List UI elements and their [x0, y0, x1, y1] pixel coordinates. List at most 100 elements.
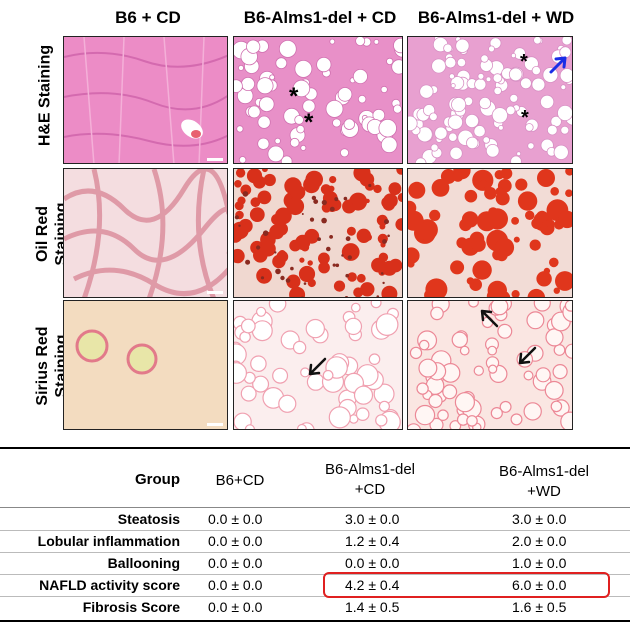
tissue-texture	[251, 320, 273, 342]
tissue-texture	[289, 137, 300, 148]
tissue-texture	[380, 136, 398, 154]
tissue-texture	[510, 413, 523, 426]
tissue-texture	[246, 169, 263, 184]
table-header-rule	[0, 507, 630, 508]
black-arrow-icon	[518, 346, 537, 365]
tissue-texture	[382, 239, 387, 244]
tissue-texture	[344, 317, 363, 336]
tissue-texture	[550, 400, 563, 413]
tissue-texture	[368, 183, 372, 188]
table-cell: 0.0 ± 0.0	[208, 511, 263, 527]
tissue-texture	[443, 43, 453, 53]
tissue-texture	[533, 37, 542, 45]
tissue-texture	[250, 355, 267, 372]
tissue-texture	[478, 96, 492, 110]
tissue-texture	[527, 288, 546, 297]
tissue-texture	[343, 196, 348, 201]
tissue-texture	[536, 271, 552, 287]
tissue-texture	[241, 77, 255, 92]
he-b6-image	[64, 37, 227, 163]
tissue-texture	[510, 52, 517, 59]
tissue-texture	[452, 171, 464, 182]
tissue-texture	[428, 393, 443, 409]
tissue-texture	[337, 87, 353, 102]
tissue-texture	[345, 273, 349, 278]
tissue-texture	[267, 145, 285, 163]
tissue-texture	[355, 407, 370, 421]
nafld-score-highlight	[323, 572, 610, 598]
column-header-b6-cd: B6 + CD	[115, 8, 181, 27]
table-header-alms1-cd: B6-Alms1-del +CD	[300, 460, 440, 500]
oilred-alms1-wd-image	[408, 169, 572, 297]
tissue-texture	[391, 59, 402, 75]
tissue-texture	[349, 192, 368, 211]
tissue-texture	[373, 184, 382, 194]
tissue-texture	[275, 268, 281, 275]
tissue-texture	[289, 239, 301, 252]
tissue-texture	[234, 248, 245, 264]
tissue-texture	[263, 173, 276, 187]
panel-oilred-alms1-wd	[407, 168, 573, 298]
tissue-texture	[300, 296, 304, 297]
tissue-texture	[490, 301, 509, 316]
row-label-he: H&E Staining	[36, 31, 55, 161]
tissue-texture	[368, 353, 381, 365]
tissue-texture	[537, 169, 555, 187]
tissue-texture	[559, 68, 572, 83]
tissue-texture	[252, 375, 270, 393]
tissue-texture	[262, 169, 268, 173]
tissue-texture	[468, 301, 479, 308]
tissue-texture	[380, 272, 384, 275]
tissue-texture	[317, 237, 321, 241]
table-row-label: NAFLD activity score	[39, 577, 180, 593]
tissue-texture	[274, 137, 281, 145]
table-header-alms1-wd-line2: +WD	[527, 483, 561, 500]
table-cell: 0.0 ± 0.0	[208, 533, 263, 549]
tissue-texture	[490, 406, 503, 420]
tissue-texture	[430, 143, 439, 152]
tissue-texture	[347, 255, 352, 260]
tissue-texture	[357, 95, 367, 104]
tissue-texture	[535, 367, 551, 383]
tissue-texture	[373, 39, 380, 45]
tissue-texture	[542, 67, 559, 83]
asterisk-marker: *	[520, 51, 528, 73]
tissue-texture	[247, 105, 261, 119]
tissue-texture	[533, 301, 551, 312]
table-cell: 6.0 ± 0.0	[512, 577, 567, 593]
panel-sirius-b6-cd	[63, 300, 228, 430]
tissue-texture	[495, 249, 508, 262]
tissue-texture	[238, 64, 244, 71]
tissue-texture	[531, 65, 541, 76]
tissue-texture	[553, 287, 560, 294]
tissue-texture	[550, 187, 559, 196]
tissue-texture	[268, 301, 287, 313]
tissue-texture	[444, 56, 457, 69]
tissue-texture	[477, 72, 485, 80]
tissue-texture	[451, 97, 467, 113]
tissue-texture	[540, 94, 555, 110]
tissue-texture	[459, 345, 470, 356]
tissue-texture	[313, 199, 319, 204]
tissue-texture	[381, 285, 398, 297]
table-cell: 0.0 ± 0.0	[208, 577, 263, 593]
tissue-texture	[302, 99, 316, 113]
tissue-texture	[560, 411, 572, 429]
tissue-texture	[234, 221, 249, 240]
tissue-texture	[387, 234, 390, 238]
tissue-texture	[378, 118, 397, 138]
tissue-texture	[384, 219, 389, 225]
tissue-texture	[334, 197, 339, 202]
tissue-texture	[300, 144, 307, 151]
tissue-texture	[375, 414, 388, 427]
tissue-texture	[274, 251, 277, 254]
tissue-texture	[250, 197, 261, 208]
tissue-texture	[408, 115, 418, 132]
table-row-rule	[0, 530, 630, 531]
tissue-texture	[396, 169, 402, 175]
tissue-texture	[450, 83, 456, 89]
tissue-texture	[416, 382, 429, 395]
row-label-sirius-line1: Sirius Red	[34, 326, 51, 406]
tissue-texture	[257, 190, 272, 205]
tissue-texture	[355, 37, 366, 46]
